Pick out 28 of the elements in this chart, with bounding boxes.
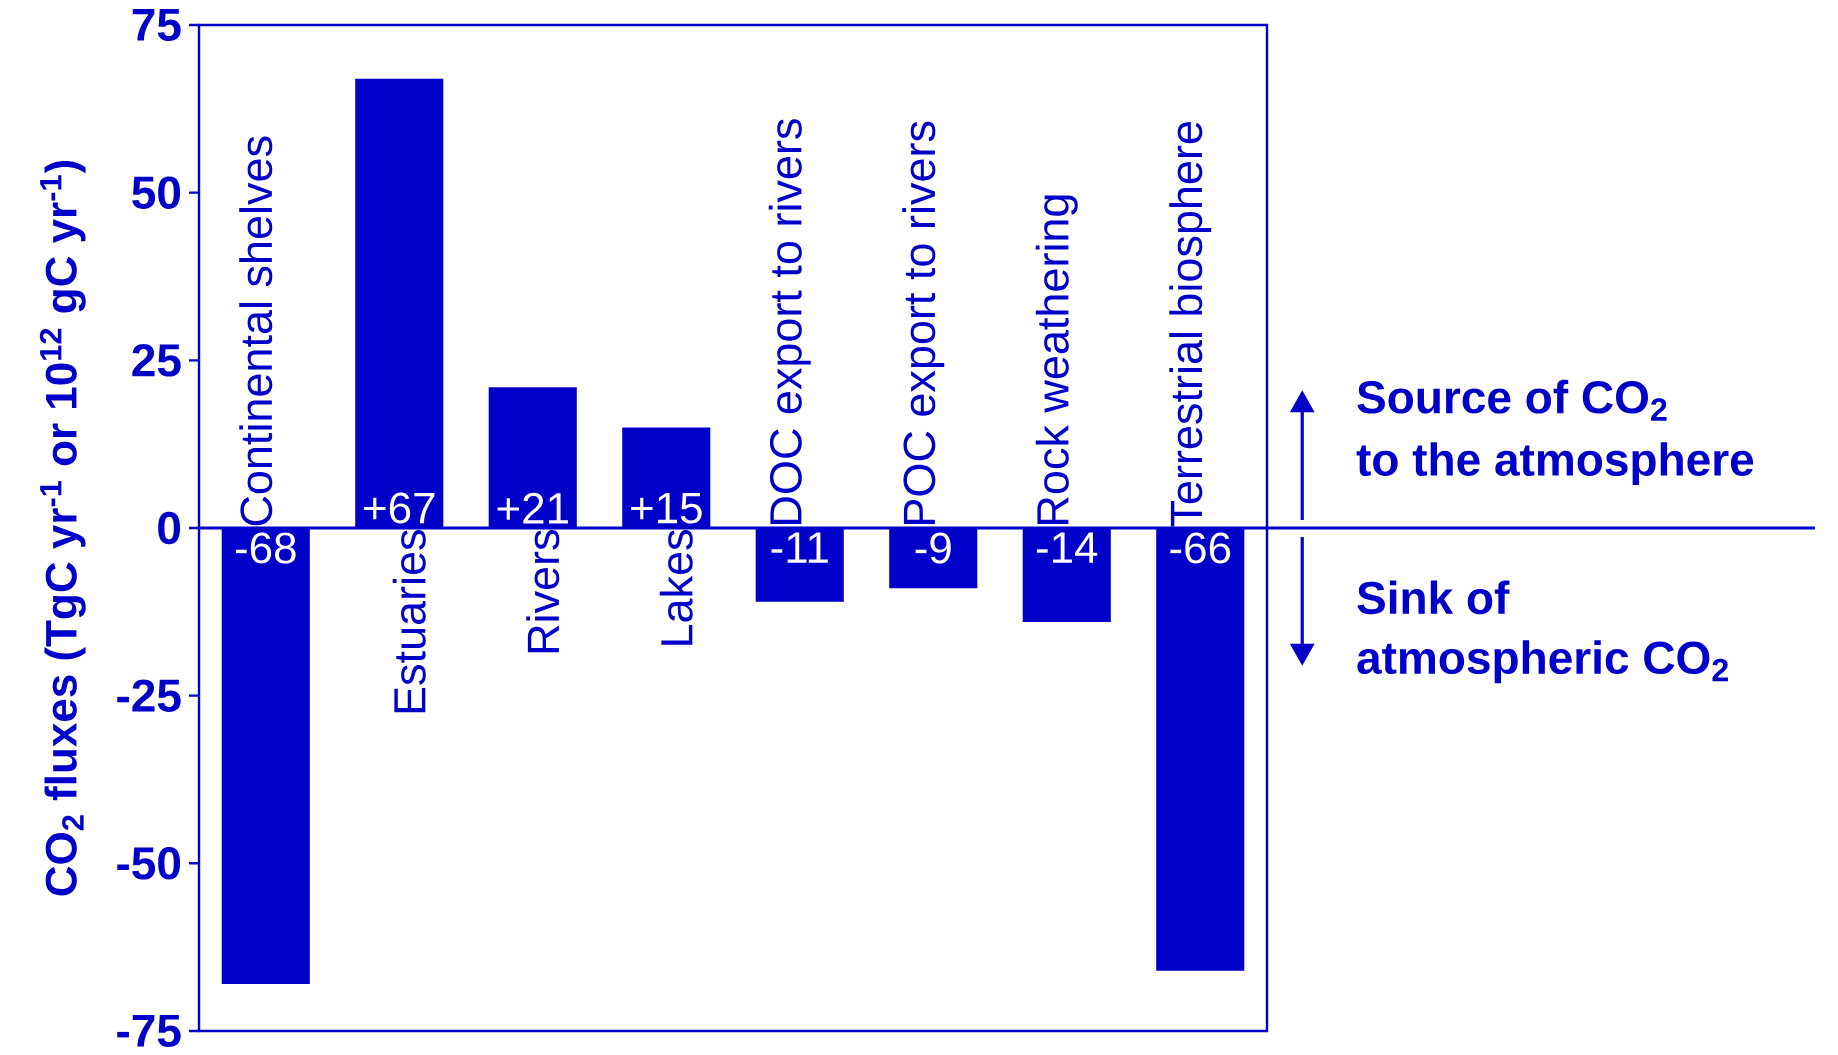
- y-tick-label: 75: [132, 8, 181, 42]
- x-tick-label: Rivers: [526, 530, 560, 653]
- text: CO$_{2}$ fluxes (TgC yr$^{-1}$ or 10$^{12}$ gC yr$^{-1}$): [39, 160, 86, 896]
- y-tick-label: 25: [132, 344, 181, 377]
- data-label: -11: [771, 532, 828, 563]
- x-tick-label: Rock weathering: [1035, 195, 1078, 524]
- data-label: -14: [1036, 532, 1098, 563]
- text: to the atmosphere: [1356, 442, 1754, 486]
- data-label: -9: [915, 532, 951, 564]
- y-tick-label: -75: [117, 1014, 181, 1048]
- text: Sink of: [1357, 580, 1510, 615]
- x-tick-label: Estuaries: [392, 530, 426, 713]
- x-tick-label: Terrestrial biosphere: [1169, 122, 1212, 527]
- data-label: +67: [364, 492, 435, 524]
- x-tick-label: DOC export to rivers: [768, 119, 811, 524]
- source-note: Source of CO$_{2}$: [1357, 379, 1667, 421]
- data-label: +15: [631, 492, 702, 524]
- data-label: +21: [497, 492, 568, 524]
- y-tick-label: 50: [132, 176, 181, 209]
- x-tick-label: Lakes: [659, 530, 693, 645]
- x-tick-label: POC export to rivers: [902, 121, 945, 524]
- data-label: -66: [1170, 532, 1231, 564]
- y-tick-label: 0: [158, 511, 181, 545]
- x-tick-label: Continental shelves: [239, 136, 273, 526]
- data-label: -68: [235, 532, 296, 564]
- text: atmospheric CO$_{2}$: [1357, 640, 1728, 684]
- y-tick-label: -50: [117, 847, 181, 880]
- y-tick-label: -25: [117, 679, 181, 712]
